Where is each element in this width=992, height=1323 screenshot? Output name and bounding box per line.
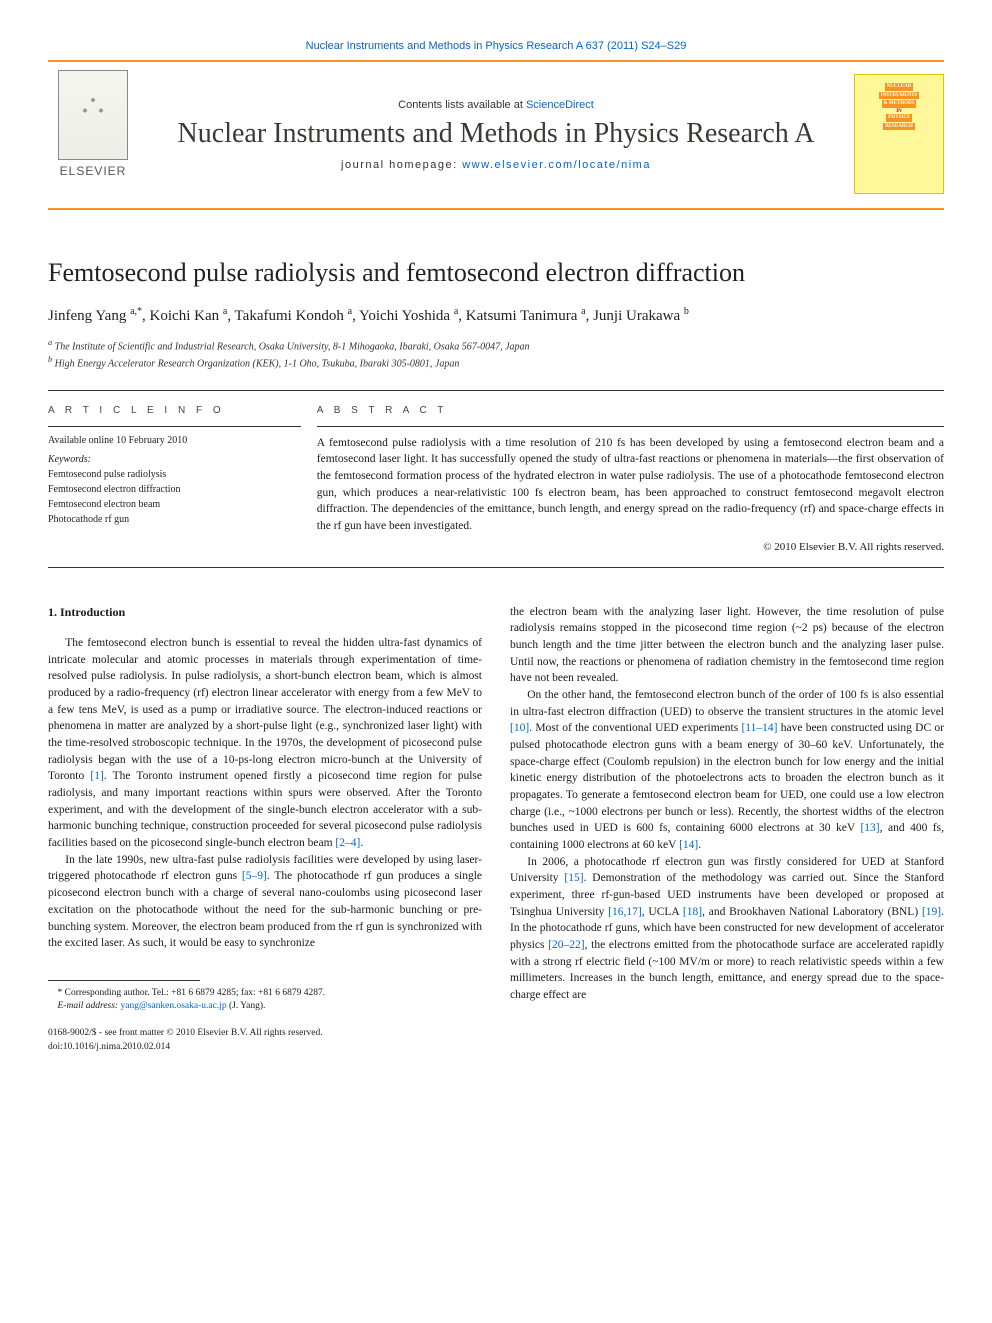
ref-link[interactable]: [15] [564,872,583,884]
abstract-column: A B S T R A C T A femtosecond pulse radi… [317,391,944,567]
doi-block: 0168-9002/$ - see front matter © 2010 El… [48,1027,482,1054]
affiliation-b: b High Energy Accelerator Research Organ… [48,354,944,371]
author-list: Jinfeng Yang a,*, Koichi Kan a, Takafumi… [48,306,944,325]
cover-title: NUCLEAR INSTRUMENTS & METHODS IN PHYSICS… [879,83,920,131]
ref-link[interactable]: [5–9] [242,870,267,882]
ref-link[interactable]: [1] [90,770,103,782]
elsevier-text: ELSEVIER [60,164,127,178]
affiliation-a: a The Institute of Scientific and Indust… [48,337,944,354]
front-matter-line: 0168-9002/$ - see front matter © 2010 El… [48,1027,482,1040]
journal-homepage: journal homepage: www.elsevier.com/locat… [178,159,815,171]
journal-banner: ELSEVIER Contents lists available at Sci… [48,60,944,210]
abstract-copyright: © 2010 Elsevier B.V. All rights reserved… [317,541,944,553]
body-paragraph: In the late 1990s, new ultra-fast pulse … [48,852,482,952]
ref-link[interactable]: [11–14] [741,722,777,734]
homepage-link[interactable]: www.elsevier.com/locate/nima [462,159,651,171]
footnote-separator [48,980,200,981]
body-column-right: the electron beam with the analyzing las… [510,604,944,1054]
ref-link[interactable]: [16,17] [608,906,642,918]
footnote-email-label: E-mail address: [58,1001,121,1011]
body-paragraph: On the other hand, the femtosecond elect… [510,687,944,854]
keyword: Femtosecond pulse radiolysis [48,467,301,482]
contents-prefix: Contents lists available at [398,99,526,111]
ref-link[interactable]: [10] [510,722,529,734]
ref-link[interactable]: [14] [679,839,698,851]
article-info-heading: A R T I C L E I N F O [48,405,301,416]
abstract-text: A femtosecond pulse radiolysis with a ti… [317,435,944,535]
ref-link[interactable]: [2–4] [335,837,360,849]
affiliations: a The Institute of Scientific and Indust… [48,337,944,372]
elsevier-tree-icon [58,70,128,160]
footnote-email-line: E-mail address: yang@sanken.osaka-u.ac.j… [48,1000,482,1013]
section-heading-intro: 1. Introduction [48,604,482,621]
ref-link[interactable]: [19] [922,906,941,918]
ref-link[interactable]: [20–22] [548,939,584,951]
article-title: Femtosecond pulse radiolysis and femtose… [48,258,944,288]
homepage-prefix: journal homepage: [341,159,462,171]
journal-title: Nuclear Instruments and Methods in Physi… [178,117,815,151]
keyword: Photocathode rf gun [48,512,301,527]
available-online: Available online 10 February 2010 [48,435,301,446]
body-column-left: 1. Introduction The femtosecond electron… [48,604,482,1054]
sciencedirect-link[interactable]: ScienceDirect [526,99,594,111]
keyword: Femtosecond electron diffraction [48,482,301,497]
ref-link[interactable]: [13] [860,822,879,834]
banner-center: Contents lists available at ScienceDirec… [178,99,815,171]
body-two-column: 1. Introduction The femtosecond electron… [48,604,944,1054]
body-paragraph: the electron beam with the analyzing las… [510,604,944,687]
body-paragraph: In 2006, a photocathode rf electron gun … [510,854,944,1004]
keyword: Femtosecond electron beam [48,497,301,512]
keywords-label: Keywords: [48,454,301,465]
citation-link[interactable]: Nuclear Instruments and Methods in Physi… [306,40,687,52]
doi-line: doi:10.1016/j.nima.2010.02.014 [48,1041,482,1054]
footnote-tel: * Corresponding author. Tel.: +81 6 6879… [48,987,482,1000]
keywords-list: Femtosecond pulse radiolysis Femtosecond… [48,467,301,527]
abstract-heading: A B S T R A C T [317,405,944,416]
citation-line: Nuclear Instruments and Methods in Physi… [48,40,944,52]
info-abstract-block: A R T I C L E I N F O Available online 1… [48,390,944,568]
elsevier-logo-block: ELSEVIER [48,70,138,200]
article-info-column: A R T I C L E I N F O Available online 1… [48,391,317,567]
body-paragraph: The femtosecond electron bunch is essent… [48,635,482,852]
email-link[interactable]: yang@sanken.osaka-u.ac.jp [120,1001,226,1011]
journal-cover-thumbnail: NUCLEAR INSTRUMENTS & METHODS IN PHYSICS… [854,74,944,194]
corresponding-author-footnote: * Corresponding author. Tel.: +81 6 6879… [48,987,482,1014]
contents-available: Contents lists available at ScienceDirec… [178,99,815,111]
ref-link[interactable]: [18] [683,906,702,918]
